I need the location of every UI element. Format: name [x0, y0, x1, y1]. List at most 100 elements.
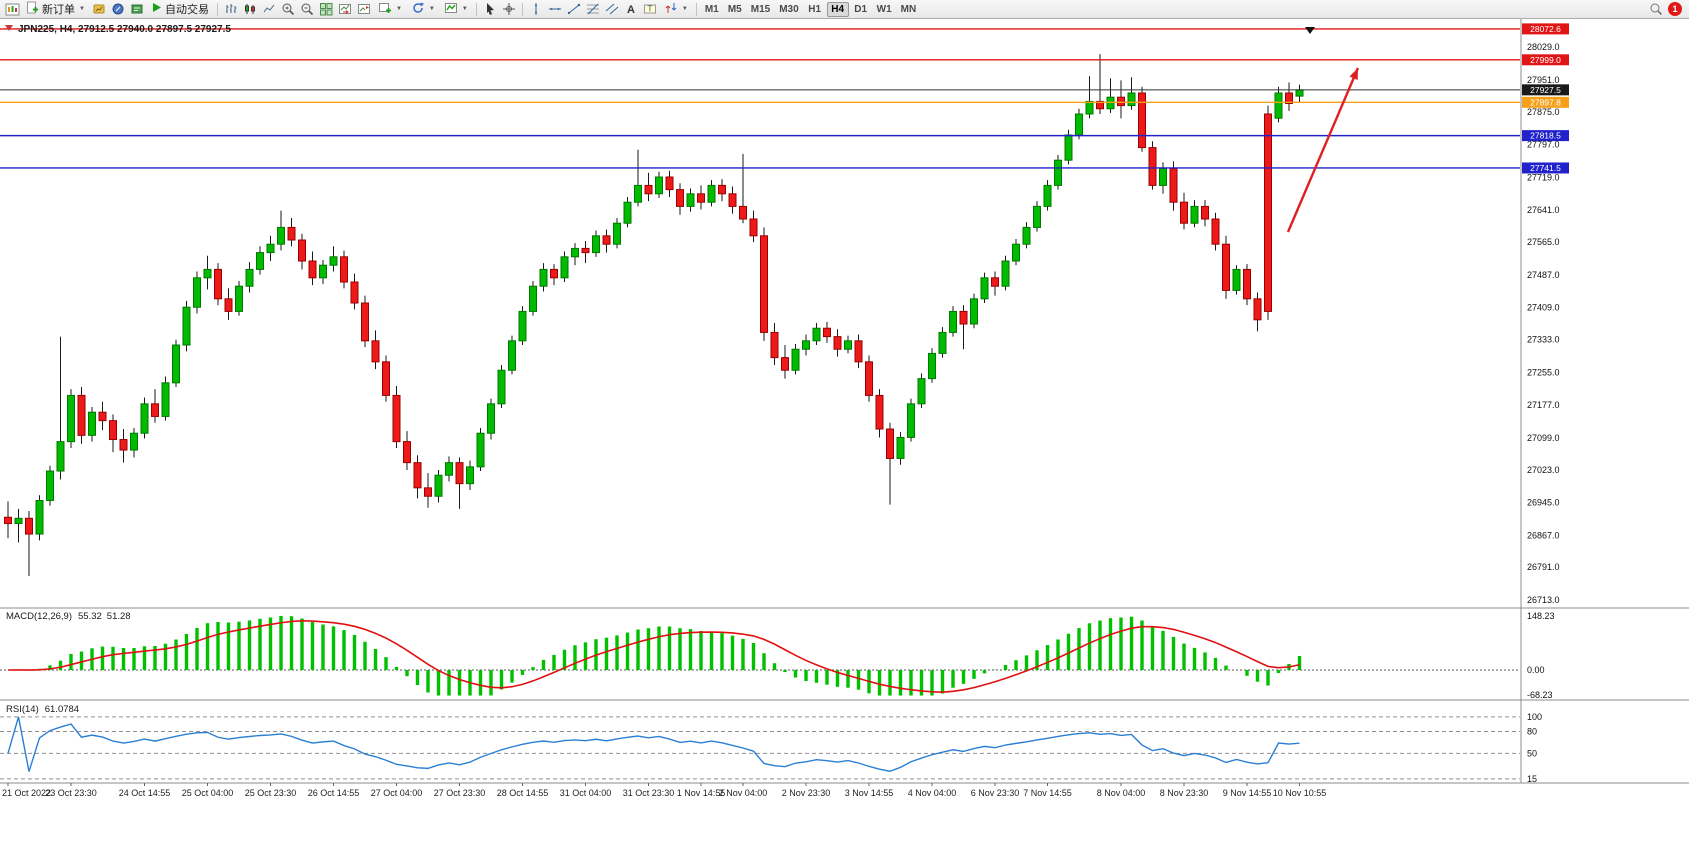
- svg-text:27409.0: 27409.0: [1527, 303, 1560, 313]
- svg-text:8 Nov 23:30: 8 Nov 23:30: [1160, 788, 1209, 798]
- svg-text:27875.0: 27875.0: [1527, 107, 1560, 117]
- zoom-out-icon[interactable]: [298, 1, 316, 18]
- svg-text:27951.0: 27951.0: [1527, 75, 1560, 85]
- svg-text:25 Oct 04:00: 25 Oct 04:00: [182, 788, 234, 798]
- toolbar-separator: [521, 2, 523, 16]
- svg-text:27897.8: 27897.8: [1530, 97, 1561, 107]
- rsi-label: RSI(14) 61.0784: [6, 704, 79, 715]
- svg-text:6 Nov 23:30: 6 Nov 23:30: [971, 788, 1020, 798]
- svg-text:23 Oct 23:30: 23 Oct 23:30: [45, 788, 97, 798]
- timeframe-m1[interactable]: M1: [704, 3, 719, 15]
- svg-text:80: 80: [1527, 726, 1537, 736]
- timeframe-m30[interactable]: M30: [779, 3, 799, 15]
- price-axis[interactable]: 28029.0 27951.0 27875.0 27797.0 27719.0 27641…: [0, 19, 1689, 784]
- chart-title: JPN225, H4, 27912.5 27940.0 27897.5 2792…: [18, 24, 231, 35]
- macd-label: MACD(12,26,9) 55.32 51.28: [6, 611, 131, 622]
- chevron-down-icon: ▼: [428, 6, 435, 12]
- trendline-icon[interactable]: [565, 1, 583, 18]
- svg-text:27999.0: 27999.0: [1530, 55, 1561, 65]
- chart-candles-icon[interactable]: [241, 1, 259, 18]
- tile-windows-icon[interactable]: [317, 1, 335, 18]
- market-watch-icon[interactable]: [90, 1, 108, 18]
- text-icon[interactable]: A: [622, 1, 640, 18]
- svg-text:27719.0: 27719.0: [1527, 172, 1560, 182]
- svg-text:21 Oct 2022: 21 Oct 2022: [2, 788, 51, 798]
- zoom-in-icon[interactable]: [279, 1, 297, 18]
- auto-scroll-icon[interactable]: [336, 1, 354, 18]
- svg-text:27023.0: 27023.0: [1527, 465, 1560, 475]
- navigator-icon[interactable]: [109, 1, 127, 18]
- timeframe-h1[interactable]: H1: [808, 3, 822, 15]
- annotations-layer[interactable]: [1286, 27, 1360, 233]
- svg-text:25 Oct 23:30: 25 Oct 23:30: [245, 788, 297, 798]
- svg-text:4 Nov 04:00: 4 Nov 04:00: [908, 788, 957, 798]
- svg-text:7 Nov 14:55: 7 Nov 14:55: [1023, 788, 1072, 798]
- timeframe-mn[interactable]: MN: [900, 3, 917, 15]
- autotrading-label: 自动交易: [164, 4, 209, 16]
- text-label-icon[interactable]: T: [641, 1, 659, 18]
- svg-text:27 Oct 23:30: 27 Oct 23:30: [434, 788, 486, 798]
- terminal-icon[interactable]: [128, 1, 146, 18]
- svg-text:26 Oct 14:55: 26 Oct 14:55: [308, 788, 360, 798]
- chart-area: 28029.0 27951.0 27875.0 27797.0 27719.0 27641…: [0, 19, 1689, 863]
- refresh-icon: [411, 1, 425, 18]
- symbol-marker-icon: [5, 25, 13, 31]
- svg-text:15: 15: [1527, 774, 1537, 784]
- new-order-button[interactable]: 新订单 ▼: [22, 1, 89, 18]
- toolbar: 新订单 ▼ 自动交易 ▼ ▼ ▼: [0, 0, 1689, 19]
- new-chart-button[interactable]: ▼: [374, 1, 406, 18]
- svg-text:27927.5: 27927.5: [1530, 85, 1561, 95]
- timeframe-m5[interactable]: M5: [727, 3, 742, 15]
- crosshair-icon[interactable]: [500, 1, 518, 18]
- fibonacci-icon[interactable]: [584, 1, 602, 18]
- new-order-label: 新订单: [42, 4, 75, 16]
- timeframe-h4[interactable]: H4: [826, 1, 849, 17]
- indicators-button[interactable]: ▼: [440, 1, 472, 18]
- svg-text:T: T: [647, 5, 652, 14]
- chart-shift-icon[interactable]: [355, 1, 373, 18]
- profiles-button[interactable]: ▼: [407, 1, 439, 18]
- arrows-button[interactable]: ▼: [660, 1, 692, 18]
- toolbar-separator: [475, 2, 477, 16]
- autotrading-button[interactable]: 自动交易: [147, 1, 213, 18]
- svg-text:148.23: 148.23: [1527, 611, 1555, 621]
- price-chart[interactable]: 28029.0 27951.0 27875.0 27797.0 27719.0 27641…: [0, 19, 1689, 863]
- timeframe-m15[interactable]: M15: [750, 3, 771, 15]
- svg-text:28029.0: 28029.0: [1527, 42, 1560, 52]
- svg-text:27177.0: 27177.0: [1527, 400, 1560, 410]
- new-window-icon[interactable]: [3, 1, 21, 18]
- channel-icon[interactable]: [603, 1, 621, 18]
- chevron-down-icon: ▼: [395, 6, 402, 12]
- svg-text:27487.0: 27487.0: [1527, 270, 1560, 280]
- svg-text:2 Nov 23:30: 2 Nov 23:30: [782, 788, 831, 798]
- svg-text:26867.0: 26867.0: [1527, 530, 1560, 540]
- svg-text:2 Nov 04:00: 2 Nov 04:00: [719, 788, 768, 798]
- svg-text:27099.0: 27099.0: [1527, 433, 1560, 443]
- candles-layer: [4, 54, 1304, 577]
- search-icon[interactable]: [1647, 1, 1665, 18]
- new-order-icon: [26, 1, 39, 17]
- svg-text:31 Oct 23:30: 31 Oct 23:30: [623, 788, 675, 798]
- cursor-icon[interactable]: [481, 1, 499, 18]
- chart-bars-icon[interactable]: [222, 1, 240, 18]
- svg-text:27565.0: 27565.0: [1527, 237, 1560, 247]
- chevron-down-icon: ▼: [461, 6, 468, 12]
- timeframe-d1[interactable]: D1: [854, 3, 868, 15]
- svg-text:27797.0: 27797.0: [1527, 140, 1560, 150]
- vertical-line-icon[interactable]: [527, 1, 545, 18]
- chart-line-icon[interactable]: [260, 1, 278, 18]
- svg-text:50: 50: [1527, 748, 1537, 758]
- new-chart-icon: [378, 1, 392, 18]
- svg-text:A: A: [627, 4, 635, 16]
- svg-text:31 Oct 04:00: 31 Oct 04:00: [560, 788, 612, 798]
- horizontal-line-icon[interactable]: [546, 1, 564, 18]
- svg-text:27333.0: 27333.0: [1527, 335, 1560, 345]
- autotrading-play-icon: [151, 2, 162, 16]
- svg-text:10 Nov 10:55: 10 Nov 10:55: [1273, 788, 1327, 798]
- svg-text:26791.0: 26791.0: [1527, 562, 1560, 572]
- horizontal-lines-layer[interactable]: [0, 28, 1520, 169]
- notification-badge[interactable]: 1: [1668, 2, 1682, 16]
- timeframe-w1[interactable]: W1: [876, 3, 892, 15]
